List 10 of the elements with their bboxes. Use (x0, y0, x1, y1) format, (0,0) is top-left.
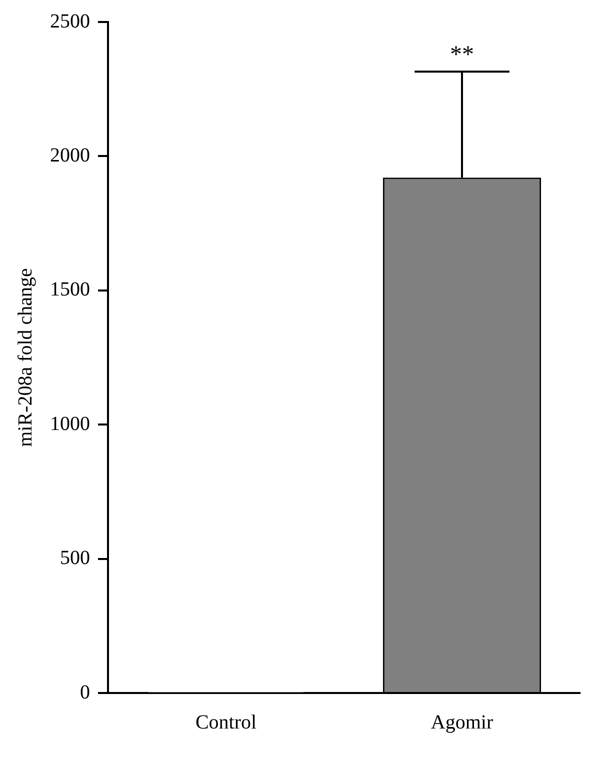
y-tick-label: 2000 (50, 144, 90, 166)
y-tick-label: 1500 (50, 278, 90, 301)
x-tick-label: Agomir (430, 711, 494, 734)
y-tick-label: 0 (80, 681, 90, 704)
y-axis-title: miR-208a fold change (14, 268, 36, 447)
y-tick-label: 1000 (50, 412, 90, 435)
y-tick-label: 2500 (50, 10, 90, 32)
x-tick-label: Control (195, 711, 257, 734)
y-tick-label: 500 (60, 547, 90, 570)
annotation: ** (450, 42, 474, 68)
